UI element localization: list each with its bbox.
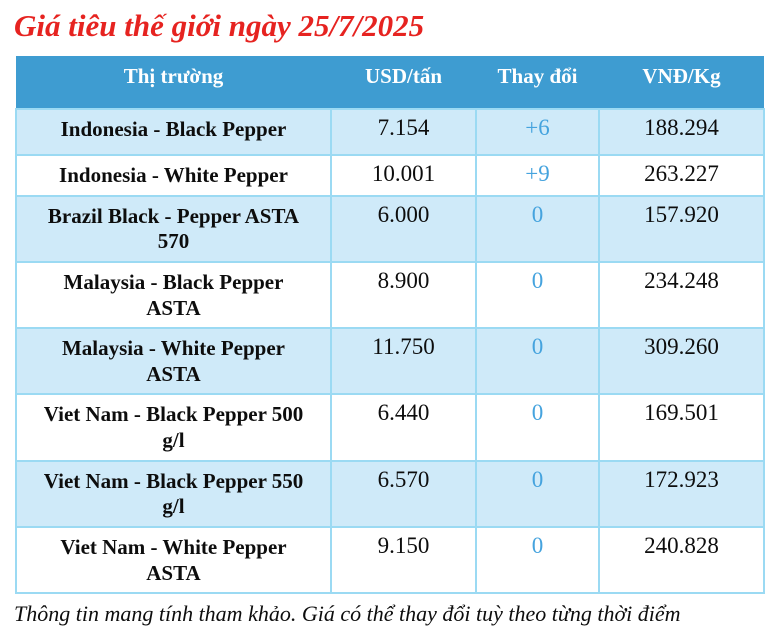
usd-price-cell: 6.440 xyxy=(330,393,477,462)
change-cell: 0 xyxy=(475,194,600,264)
change-cell: +6 xyxy=(475,108,600,157)
vnd-price-cell: 188.294 xyxy=(598,108,765,157)
market-cell: Malaysia - Black Pepper ASTA xyxy=(15,261,332,330)
market-cell: Viet Nam - White Pepper ASTA xyxy=(15,525,332,595)
table-row: Indonesia - White Pepper 10.001 +9 263.2… xyxy=(15,154,765,197)
disclaimer-note: Thông tin mang tính tham khảo. Giá có th… xyxy=(14,601,681,627)
market-cell: Indonesia - Black Pepper xyxy=(15,108,332,157)
usd-price-cell: 9.150 xyxy=(330,525,477,595)
usd-price-cell: 7.154 xyxy=(330,108,477,157)
vnd-price-cell: 157.920 xyxy=(598,194,765,264)
page-title: Giá tiêu thế giới ngày 25/7/2025 xyxy=(14,8,425,43)
vnd-price-cell: 240.828 xyxy=(598,525,765,595)
table-row: Brazil Black - Pepper ASTA 570 6.000 0 1… xyxy=(15,194,765,264)
usd-price-cell: 11.750 xyxy=(330,327,477,396)
vnd-price-cell: 234.248 xyxy=(598,261,765,330)
table-row: Malaysia - Black Pepper ASTA 8.900 0 234… xyxy=(15,261,765,330)
column-header-usd-per-ton: USD/tấn xyxy=(331,56,476,110)
market-cell: Indonesia - White Pepper xyxy=(15,154,332,197)
column-header-market: Thị trường xyxy=(16,56,331,110)
table-row: Malaysia - White Pepper ASTA 11.750 0 30… xyxy=(15,327,765,396)
column-header-change: Thay đổi xyxy=(476,56,599,110)
table-row: Indonesia - Black Pepper 7.154 +6 188.29… xyxy=(15,108,765,157)
vnd-price-cell: 169.501 xyxy=(598,393,765,462)
market-cell: Viet Nam - Black Pepper 550 g/l xyxy=(15,459,332,528)
change-cell: +9 xyxy=(475,154,600,197)
vnd-price-cell: 309.260 xyxy=(598,327,765,396)
table-row: Viet Nam - Black Pepper 550 g/l 6.570 0 … xyxy=(15,459,765,528)
usd-price-cell: 8.900 xyxy=(330,261,477,330)
change-cell: 0 xyxy=(475,525,600,595)
column-header-vnd-per-kg: VNĐ/Kg xyxy=(599,56,764,110)
usd-price-cell: 10.001 xyxy=(330,154,477,197)
market-cell: Viet Nam - Black Pepper 500 g/l xyxy=(15,393,332,462)
page: Giá tiêu thế giới ngày 25/7/2025 Thị trư… xyxy=(0,7,777,627)
market-cell: Malaysia - White Pepper ASTA xyxy=(15,327,332,396)
market-cell: Brazil Black - Pepper ASTA 570 xyxy=(15,194,332,264)
change-cell: 0 xyxy=(475,393,600,462)
pepper-price-table: Thị trường USD/tấn Thay đổi VNĐ/Kg Indon… xyxy=(15,56,765,595)
table-row: Viet Nam - Black Pepper 500 g/l 6.440 0 … xyxy=(15,393,765,462)
change-cell: 0 xyxy=(475,327,600,396)
change-cell: 0 xyxy=(475,261,600,330)
vnd-price-cell: 263.227 xyxy=(598,154,765,197)
change-cell: 0 xyxy=(475,459,600,528)
usd-price-cell: 6.570 xyxy=(330,459,477,528)
table-row: Viet Nam - White Pepper ASTA 9.150 0 240… xyxy=(15,525,765,595)
usd-price-cell: 6.000 xyxy=(330,194,477,264)
vnd-price-cell: 172.923 xyxy=(598,459,765,528)
table-header-row: Thị trường USD/tấn Thay đổi VNĐ/Kg xyxy=(16,56,764,110)
